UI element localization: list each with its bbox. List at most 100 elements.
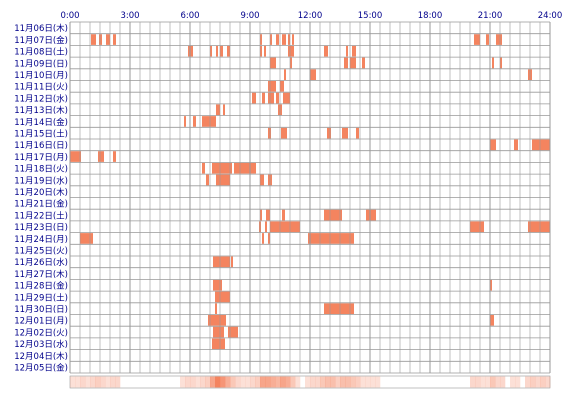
activity-bar [344,57,348,69]
activity-bar [532,139,550,151]
row-label: 11月24日(月) [14,235,68,245]
activity-bar [270,221,300,233]
activity-bar [234,162,256,174]
summary-strip-segment [540,376,546,388]
x-tick-label: 6:00 [180,11,199,21]
activity-bar [91,34,96,45]
row-label: 11月25日(火) [14,247,68,257]
summary-strip-segment [315,376,321,388]
summary-strip [69,375,551,389]
activity-bar [268,233,270,244]
activity-bar [486,34,489,45]
activity-bar [228,326,238,338]
summary-strip-segment [250,376,256,388]
activity-bar [227,45,230,57]
summary-strip-segment [535,376,541,388]
row-label: 11月23日(日) [14,223,68,233]
activity-bar [284,69,286,80]
summary-strip-segment [90,376,96,388]
summary-strip-segment [285,376,291,388]
row-label: 11月27日(木) [14,269,68,280]
summary-strip-segment [310,376,316,388]
summary-strip-segment [275,376,281,388]
activity-bar [220,45,223,57]
activity-bar [213,256,230,268]
activity-bar [80,233,93,244]
activity-bar [212,162,232,174]
row-label: 11月30日(日) [14,305,68,315]
summary-strip-segment [320,376,326,388]
activity-bar [276,34,279,45]
summary-strip-segment [350,376,356,388]
summary-strip-segment [260,376,266,388]
row-label: 11月19日(水) [14,175,68,186]
activity-bar [528,221,542,233]
summary-strip-segment [200,376,206,388]
summary-strip-segment [290,376,296,388]
activity-bar [70,151,81,162]
activity-bar [264,45,266,57]
x-tick-label: 9:00 [240,11,259,21]
activity-bar [346,45,348,57]
summary-strip-segment [360,376,366,388]
summary-strip-segment [70,376,76,388]
activity-bar [208,315,226,326]
activity-bar [223,104,225,116]
summary-strip-segment [230,376,236,388]
row-label: 11月15日(土) [14,129,68,140]
activity-bar [98,151,104,162]
activity-bar [113,151,116,162]
summary-strip-segment [190,376,196,388]
activity-bar [268,92,274,104]
summary-strip-segment [245,376,251,388]
activity-bar [356,127,359,139]
summary-strip-segment [215,376,221,388]
activity-bar [216,104,220,116]
summary-strip-segment [370,376,376,388]
summary-strip-segment [210,376,216,388]
activity-bar [496,34,502,45]
summary-strip-segment [525,376,531,388]
row-label: 11月29日(土) [14,292,68,303]
row-label: 12月04日(木) [14,351,68,362]
activity-bar [216,174,230,186]
row-label: 11月11日(火) [14,83,68,93]
summary-strip-segment [100,376,106,388]
activity-bar [268,127,271,139]
summary-strip-segment [490,376,496,388]
activity-bar [268,81,276,92]
activity-bar [352,45,356,57]
grid-layer [69,21,551,374]
summary-strip-segment [220,376,226,388]
summary-strip-segment [80,376,86,388]
activity-bar [280,81,284,92]
row-label: 11月06日(木) [14,23,68,34]
x-tick-label: 3:00 [120,11,139,21]
activity-bar [213,279,222,291]
activity-bar [362,57,365,69]
activity-bar [231,256,233,268]
activity-bar [260,34,262,45]
summary-strip-segment [305,376,311,388]
summary-strip-segment [180,376,186,388]
activity-bar [324,45,328,57]
activity-bar [470,221,484,233]
activity-bar [308,233,334,244]
summary-strip-segment [345,376,351,388]
summary-strip-segment [340,376,346,388]
activity-bar [282,209,285,221]
summary-strip-segment [330,376,336,388]
x-tick-label: 18:00 [418,11,443,21]
summary-strip-segment [365,376,371,388]
activity-bar [270,34,272,45]
x-tick-label: 24:00 [538,11,563,21]
activity-bar [215,303,217,314]
x-tick-label: 0:00 [60,11,79,21]
activity-bar [366,209,376,221]
row-label: 12月01日(月) [14,317,68,327]
summary-strip-segment [515,376,521,388]
activity-bar [260,174,264,186]
summary-strip-segment [495,376,501,388]
summary-strip-segment [115,376,121,388]
row-label: 11月14日(金) [14,117,68,128]
